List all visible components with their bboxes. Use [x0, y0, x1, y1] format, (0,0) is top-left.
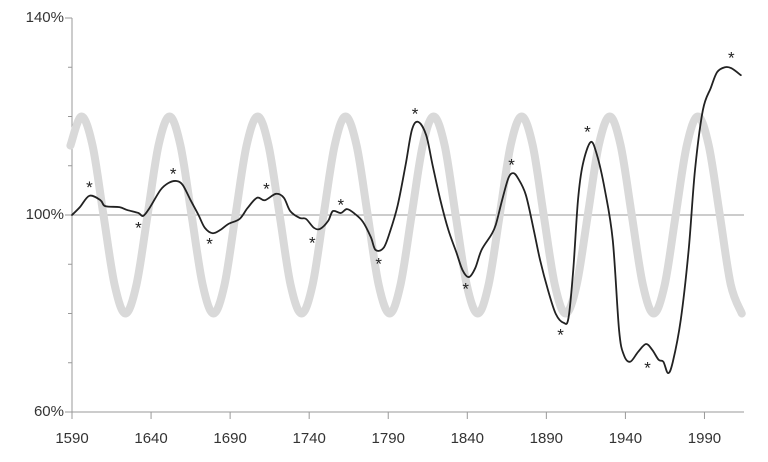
annotation: * — [462, 279, 469, 298]
annotation: * — [206, 235, 213, 254]
annotation: * — [337, 196, 344, 215]
x-tick-label: 1890 — [530, 430, 563, 447]
x-tick-label: 1640 — [134, 430, 167, 447]
x-tick-label: 1790 — [372, 430, 405, 447]
annotation: * — [412, 105, 419, 124]
x-tick-label: 1990 — [688, 430, 721, 447]
annotation: * — [375, 254, 382, 273]
annotation: * — [170, 165, 177, 184]
annotation: * — [86, 178, 93, 197]
annotation: * — [309, 234, 316, 253]
x-tick-label: 1840 — [451, 430, 484, 447]
y-tick-label: 100% — [26, 206, 64, 223]
x-tick-label: 1590 — [55, 430, 88, 447]
x-tick-label: 1690 — [213, 430, 246, 447]
annotation: * — [263, 179, 270, 198]
annotation: * — [584, 122, 591, 141]
x-tick-label: 1940 — [609, 430, 642, 447]
annotation: * — [728, 48, 735, 67]
annotation: * — [557, 326, 564, 345]
series-line — [66, 112, 746, 318]
x-tick-label: 1740 — [292, 430, 325, 447]
series-line — [71, 66, 742, 374]
annotation: * — [508, 155, 515, 174]
annotation: * — [135, 218, 142, 237]
y-tick-label: 60% — [34, 403, 64, 420]
y-tick-label: 140% — [26, 9, 64, 26]
annotation: * — [644, 359, 651, 378]
